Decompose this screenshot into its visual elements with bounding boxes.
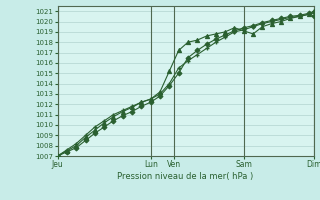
X-axis label: Pression niveau de la mer( hPa ): Pression niveau de la mer( hPa ) <box>117 172 254 181</box>
